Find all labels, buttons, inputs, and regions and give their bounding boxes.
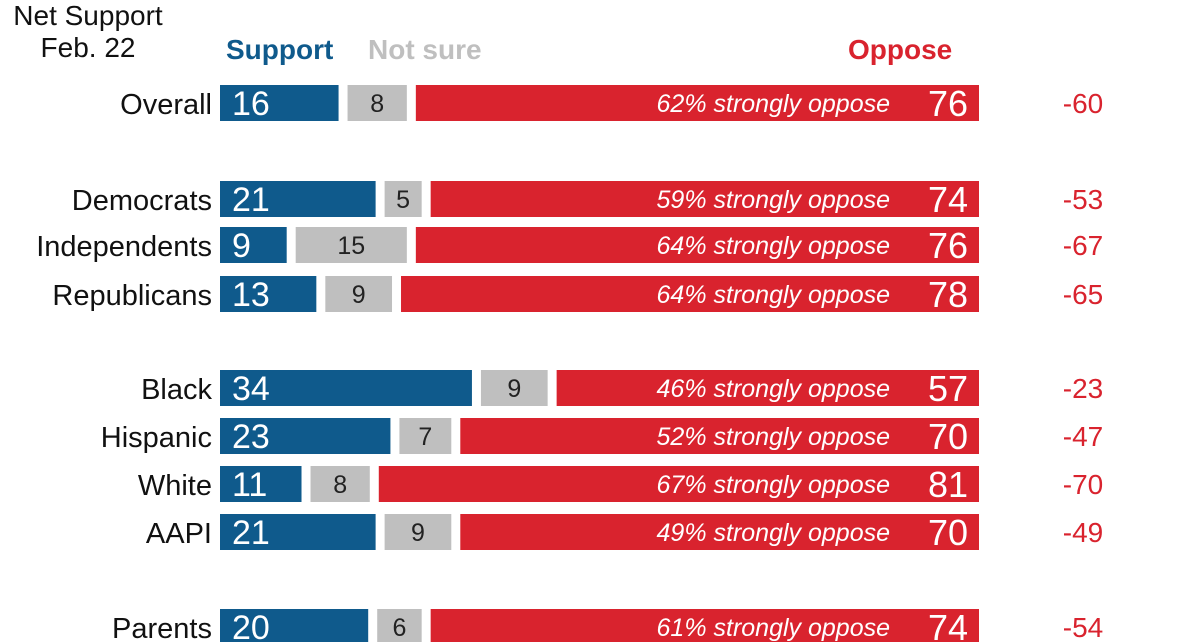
- support-value: 9: [232, 227, 251, 265]
- net-support-header: Net Support Feb. 22: [0, 0, 176, 64]
- net-support-value: -47: [1063, 421, 1103, 452]
- strongly-oppose-label: 64% strongly oppose: [657, 281, 890, 309]
- oppose-bar: [430, 609, 979, 642]
- not-sure-bar: [480, 370, 548, 406]
- category-label: Hispanic: [101, 422, 212, 454]
- oppose-value: 76: [928, 225, 968, 266]
- net-support-value: -23: [1063, 373, 1103, 404]
- not-sure-bar: [310, 466, 370, 502]
- category-label: Parents: [112, 613, 212, 642]
- support-value: 21: [232, 514, 270, 552]
- not-sure-value: 6: [392, 614, 406, 642]
- legend-support: Support: [226, 34, 334, 65]
- oppose-bar: [430, 181, 979, 217]
- not-sure-value: 8: [370, 90, 384, 118]
- strongly-oppose-label: 59% strongly oppose: [657, 186, 890, 214]
- oppose-bar: [460, 418, 979, 454]
- oppose-value: 74: [928, 179, 968, 220]
- legend-not-sure: Not sure: [368, 34, 482, 65]
- support-value: 11: [232, 466, 267, 504]
- not-sure-value: 9: [507, 375, 521, 403]
- oppose-value: 78: [928, 274, 968, 315]
- net-support-value: -65: [1063, 279, 1103, 310]
- support-bar: [220, 276, 317, 312]
- oppose-bar: [401, 276, 979, 312]
- net-support-value: -53: [1063, 184, 1103, 215]
- support-bar: [220, 418, 391, 454]
- not-sure-value: 7: [418, 423, 432, 451]
- support-bar: [220, 370, 472, 406]
- strongly-oppose-label: 46% strongly oppose: [657, 375, 890, 403]
- net-support-value: -67: [1063, 230, 1103, 261]
- support-bar: [220, 609, 369, 642]
- not-sure-value: 15: [337, 232, 365, 260]
- net-support-value: -70: [1063, 469, 1103, 500]
- oppose-bar: [415, 85, 980, 121]
- strongly-oppose-label: 62% strongly oppose: [657, 90, 890, 118]
- oppose-bar: [460, 514, 979, 550]
- support-bar: [220, 85, 339, 121]
- oppose-value: 70: [928, 512, 968, 553]
- strongly-oppose-label: 67% strongly oppose: [657, 471, 890, 499]
- support-value: 34: [232, 370, 270, 408]
- oppose-value: 81: [928, 464, 968, 505]
- support-value: 23: [232, 418, 270, 456]
- not-sure-bar: [384, 181, 422, 217]
- support-bar: [220, 181, 376, 217]
- not-sure-value: 9: [352, 281, 366, 309]
- oppose-value: 57: [928, 368, 968, 409]
- not-sure-value: 9: [411, 519, 425, 547]
- not-sure-bar: [399, 418, 452, 454]
- support-value: 21: [232, 181, 270, 219]
- category-label: Democrats: [72, 185, 212, 217]
- strongly-oppose-label: 52% strongly oppose: [657, 423, 890, 451]
- category-label: Independents: [36, 231, 212, 263]
- net-support-value: -49: [1063, 517, 1103, 548]
- support-value: 20: [232, 609, 270, 642]
- oppose-value: 74: [928, 607, 968, 642]
- support-value: 13: [232, 276, 270, 314]
- oppose-bar: [378, 466, 979, 502]
- strongly-oppose-label: 64% strongly oppose: [657, 232, 890, 260]
- category-label: AAPI: [146, 518, 212, 550]
- not-sure-value: 8: [333, 471, 347, 499]
- category-label: White: [138, 470, 212, 502]
- category-label: Overall: [120, 89, 212, 121]
- net-support-header-line2: Feb. 22: [40, 32, 136, 63]
- support-bar: [220, 466, 302, 502]
- not-sure-bar: [347, 85, 407, 121]
- oppose-bar: [415, 227, 980, 263]
- net-support-value: -60: [1063, 88, 1103, 119]
- not-sure-bar: [384, 514, 452, 550]
- not-sure-value: 5: [396, 186, 410, 214]
- support-bar: [220, 514, 376, 550]
- strongly-oppose-label: 49% strongly oppose: [657, 519, 890, 547]
- strongly-oppose-label: 61% strongly oppose: [657, 614, 890, 642]
- category-label: Black: [141, 374, 212, 406]
- oppose-value: 70: [928, 416, 968, 457]
- support-bar: [220, 227, 287, 263]
- category-label: Republicans: [52, 280, 212, 312]
- oppose-value: 76: [928, 83, 968, 124]
- oppose-bar: [556, 370, 979, 406]
- not-sure-bar: [295, 227, 407, 263]
- not-sure-bar: [377, 609, 422, 642]
- net-support-header-line1: Net Support: [13, 0, 163, 31]
- support-value: 16: [232, 85, 270, 123]
- not-sure-bar: [325, 276, 393, 312]
- legend-oppose: Oppose: [848, 34, 953, 65]
- net-support-value: -54: [1063, 612, 1103, 642]
